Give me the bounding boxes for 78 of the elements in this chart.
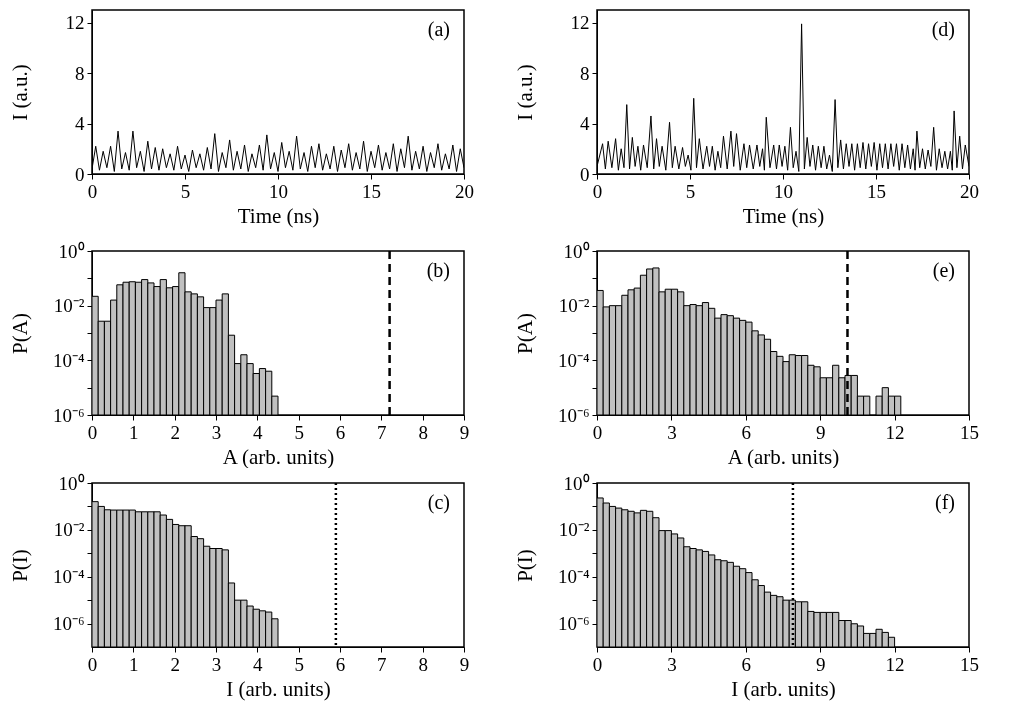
x-tick-label: 15 (867, 180, 886, 202)
x-tick-label: 15 (362, 180, 381, 202)
x-tick-label: 2 (170, 421, 180, 443)
x-tick-label: 6 (741, 421, 752, 443)
y-tick-label: 12 (570, 12, 590, 34)
x-tick-label: 9 (459, 421, 470, 443)
x-tick-label: 8 (418, 421, 428, 443)
x-axis-title: Time (ns) (237, 203, 320, 228)
x-tick-label: 12 (885, 421, 905, 443)
x-tick-label: 9 (815, 653, 826, 675)
x-tick-label: 3 (667, 653, 677, 675)
y-tick-label: 10⁰ (563, 472, 590, 494)
x-tick-label: 15 (960, 421, 979, 443)
y-tick-label: 0 (75, 163, 85, 185)
x-tick-label: 6 (335, 653, 346, 675)
y-tick-label: 4 (580, 113, 590, 135)
x-tick-label: 5 (180, 180, 191, 202)
x-tick-label: 20 (960, 180, 979, 202)
y-tick-label: 10⁻² (53, 519, 85, 541)
x-tick-label: 15 (960, 653, 979, 675)
annotation: (b) (426, 259, 450, 282)
y-axis-title: P(A) (512, 313, 537, 354)
y-axis-title: P(A) (7, 313, 32, 354)
y-tick-label: 10⁻⁴ (557, 566, 590, 588)
x-tick-label: 9 (459, 653, 470, 675)
y-tick-label: 10⁻⁴ (557, 349, 590, 371)
y-tick-label: 10⁻² (53, 295, 85, 317)
y-tick-label: 10⁰ (58, 472, 85, 494)
annotation: (a) (427, 18, 450, 41)
x-tick-label: 3 (667, 421, 677, 443)
y-tick-label: 0 (580, 163, 590, 185)
x-tick-label: 6 (741, 653, 752, 675)
x-tick-label: 5 (685, 180, 696, 202)
y-tick-label: 10⁻⁶ (52, 613, 85, 635)
x-tick-label: 1 (129, 421, 139, 443)
x-tick-label: 3 (211, 653, 222, 675)
y-tick-label: 10⁻² (558, 519, 590, 541)
y-axis-title: I (a.u.) (7, 64, 32, 121)
x-axis-title: I (arb. units) (226, 676, 331, 701)
x-tick-label: 10 (774, 180, 793, 202)
y-tick-label: 8 (580, 62, 590, 84)
y-tick-label: 10⁻⁶ (557, 404, 590, 426)
x-tick-label: 5 (294, 653, 304, 675)
x-tick-label: 5 (294, 421, 304, 443)
y-tick-label: 10⁻⁴ (52, 566, 85, 588)
y-tick-label: 10⁻⁴ (52, 349, 85, 371)
x-tick-label: 9 (815, 421, 826, 443)
x-tick-label: 8 (418, 653, 428, 675)
y-axis-title: P(I) (512, 549, 537, 582)
x-tick-label: 6 (335, 421, 346, 443)
x-axis-title: Time (ns) (742, 203, 825, 228)
y-tick-label: 12 (65, 12, 85, 34)
x-tick-label: 12 (885, 653, 905, 675)
annotation: (e) (932, 259, 955, 282)
annotation: (c) (427, 491, 450, 514)
x-axis-title: A (arb. units) (727, 444, 840, 469)
y-axis-title: I (a.u.) (512, 64, 537, 121)
x-axis-title: A (arb. units) (222, 444, 335, 469)
x-tick-label: 7 (377, 653, 387, 675)
x-axis-title: I (arb. units) (731, 676, 836, 701)
annotation: (d) (931, 18, 955, 41)
x-tick-label: 3 (211, 421, 222, 443)
x-tick-label: 4 (253, 421, 264, 443)
y-tick-label: 10⁰ (563, 240, 590, 262)
y-tick-label: 4 (75, 113, 85, 135)
x-tick-label: 10 (269, 180, 288, 202)
x-tick-label: 1 (129, 653, 139, 675)
x-tick-label: 7 (377, 421, 387, 443)
x-tick-label: 4 (253, 653, 264, 675)
annotation: (f) (935, 491, 955, 514)
y-axis-title: P(I) (7, 549, 32, 582)
y-tick-label: 8 (75, 62, 85, 84)
x-tick-label: 2 (170, 653, 180, 675)
x-tick-label: 20 (455, 180, 474, 202)
y-tick-label: 10⁻² (558, 295, 590, 317)
y-tick-label: 10⁰ (58, 240, 85, 262)
y-tick-label: 10⁻⁶ (52, 404, 85, 426)
y-tick-label: 10⁻⁶ (557, 613, 590, 635)
